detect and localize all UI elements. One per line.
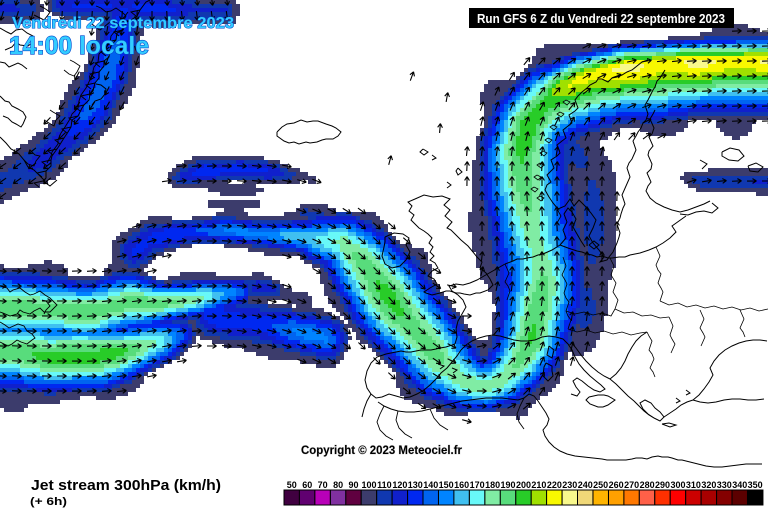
svg-text:200: 200 xyxy=(516,480,531,490)
svg-text:50: 50 xyxy=(287,480,297,490)
svg-text:230: 230 xyxy=(562,480,577,490)
svg-text:140: 140 xyxy=(423,480,438,490)
svg-text:Copyright © 2023 Meteociel.fr: Copyright © 2023 Meteociel.fr xyxy=(301,443,462,457)
svg-text:100: 100 xyxy=(361,480,376,490)
svg-text:340: 340 xyxy=(732,480,747,490)
svg-text:130: 130 xyxy=(408,480,423,490)
svg-text:240: 240 xyxy=(578,480,593,490)
svg-text:260: 260 xyxy=(609,480,624,490)
svg-text:Jet stream 300hPa (km/h): Jet stream 300hPa (km/h) xyxy=(31,477,221,494)
svg-text:300: 300 xyxy=(670,480,685,490)
svg-text:250: 250 xyxy=(593,480,608,490)
svg-text:180: 180 xyxy=(485,480,500,490)
svg-text:170: 170 xyxy=(470,480,485,490)
svg-text:270: 270 xyxy=(624,480,639,490)
svg-text:160: 160 xyxy=(454,480,469,490)
svg-text:330: 330 xyxy=(717,480,732,490)
svg-text:90: 90 xyxy=(348,480,358,490)
svg-text:150: 150 xyxy=(439,480,454,490)
svg-text:210: 210 xyxy=(531,480,546,490)
svg-text:290: 290 xyxy=(655,480,670,490)
svg-text:190: 190 xyxy=(500,480,515,490)
svg-text:110: 110 xyxy=(377,480,392,490)
svg-text:350: 350 xyxy=(748,480,763,490)
svg-text:14:00 locale: 14:00 locale xyxy=(9,32,149,60)
svg-text:Vendredi 22 septembre 2023: Vendredi 22 septembre 2023 xyxy=(12,15,234,32)
svg-text:70: 70 xyxy=(318,480,328,490)
svg-text:Run GFS 6 Z du Vendredi 22 sep: Run GFS 6 Z du Vendredi 22 septembre 202… xyxy=(477,11,725,26)
svg-text:120: 120 xyxy=(392,480,407,490)
svg-text:80: 80 xyxy=(333,480,343,490)
svg-text:280: 280 xyxy=(640,480,655,490)
svg-text:220: 220 xyxy=(547,480,562,490)
svg-text:310: 310 xyxy=(686,480,701,490)
svg-text:60: 60 xyxy=(302,480,312,490)
svg-text:(+ 6h): (+ 6h) xyxy=(30,496,67,508)
svg-text:320: 320 xyxy=(701,480,716,490)
